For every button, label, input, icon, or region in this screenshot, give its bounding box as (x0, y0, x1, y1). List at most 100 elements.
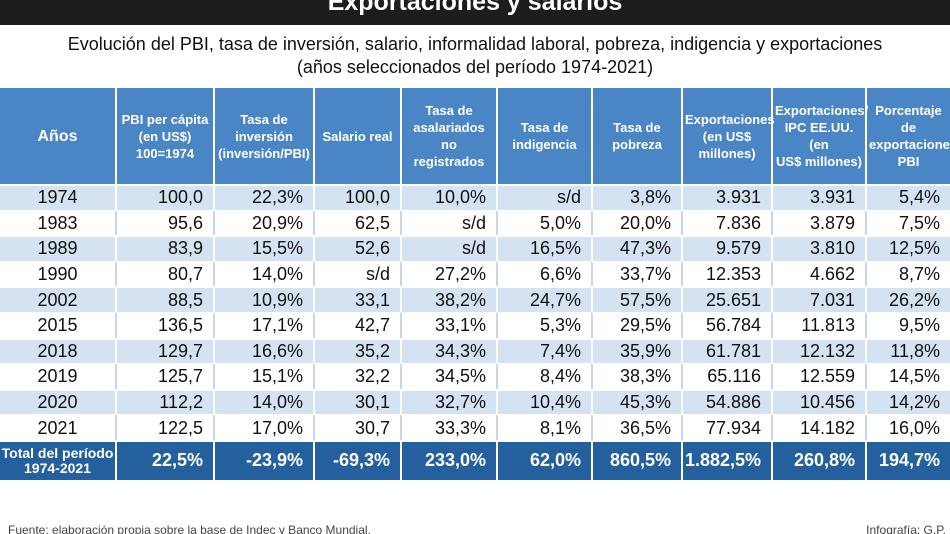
column-header-line: exportaciones/ (869, 137, 950, 152)
table-cell: 16,5% (496, 235, 591, 261)
year-cell: 2021 (0, 414, 115, 440)
table-cell: 35,2 (313, 337, 400, 364)
table-row: 1990 80,7 14,0% s/d 27,2% 6,6% 33,7% 12.353 4.66… (0, 260, 950, 287)
table-cell: 3.810 (771, 235, 865, 261)
table-cell: 32,7% (400, 388, 496, 415)
table-cell: 80,7 (115, 260, 213, 287)
table-row: 1983 95,6 20,9% 62,5 s/d 5,0% 20,0% 7.836 3.879 7… (0, 209, 950, 236)
table-cell: 27,2% (400, 260, 496, 287)
table-cell: 61.781 (681, 337, 771, 364)
table-cell: 95,6 (115, 209, 213, 236)
year-cell: 2015 (0, 311, 115, 338)
table-cell: 14.182 (771, 414, 865, 440)
table-cell: 26,2% (865, 286, 950, 312)
table-cell: 35,9% (591, 337, 681, 364)
table-cell: 62,5 (313, 209, 400, 236)
column-header-line: Salario real (322, 128, 393, 144)
total-cell: 1.882,5% (681, 439, 771, 480)
subtitle: Evolución del PBI, tasa de inversión, sa… (0, 33, 950, 79)
column-header-line: no registrados (413, 137, 485, 169)
table-cell: 34,5% (400, 363, 496, 389)
table-cell: 20,0% (591, 209, 681, 236)
column-header: Porcentaje de exportaciones/PBI (865, 88, 950, 184)
total-cell: 260,8% (771, 439, 865, 480)
table-cell: 65.116 (681, 363, 771, 389)
table-cell: 54.886 (681, 388, 771, 415)
column-header: Años (0, 88, 115, 184)
table-cell: 9.579 (681, 235, 771, 261)
column-header: Exportaciones/IPC EE.UU. (en US$ millones… (771, 88, 868, 184)
table-cell: 30,7 (313, 414, 400, 440)
table-cell: 4.662 (771, 260, 865, 287)
total-label-cell: Total del período 1974-2021 (0, 439, 115, 480)
table-cell: 16,0% (865, 414, 950, 440)
table-cell: 9,5% (865, 311, 950, 338)
table-cell: 3.931 (681, 184, 771, 210)
table-cell: s/d (400, 235, 496, 261)
table-row: 2015 136,5 17,1% 42,7 33,1% 5,3% 29,5% 56.784 11… (0, 311, 950, 338)
table-cell: 7.031 (771, 286, 865, 312)
table-cell: 3.879 (771, 209, 865, 236)
table-row: 2018 129,7 16,6% 35,2 34,3% 7,4% 35,9% 61.781 12… (0, 337, 950, 364)
total-cell: 860,5% (591, 439, 681, 480)
year-cell: 2020 (0, 388, 115, 415)
table-cell: 7.836 (681, 209, 771, 236)
table-cell: 7,4% (496, 337, 591, 364)
table-cell: 14,0% (213, 388, 313, 415)
table-cell: 11,8% (865, 337, 950, 364)
table-cell: 32,2 (313, 363, 400, 389)
year-cell: 1989 (0, 235, 115, 261)
year-cell: 1990 (0, 260, 115, 287)
total-label-line: 1974-2021 (24, 459, 91, 476)
table-cell: s/d (496, 184, 591, 210)
footer: Fuente: elaboración propia sobre la base… (0, 524, 950, 534)
subtitle-line-1: Evolución del PBI, tasa de inversión, sa… (67, 34, 883, 54)
table-cell: 57,5% (591, 286, 681, 312)
table-cell: 77.934 (681, 414, 771, 440)
table-cell: 15,1% (213, 363, 313, 389)
table-cell: 33,3% (400, 414, 496, 440)
table-cell: 38,2% (400, 286, 496, 312)
table-row: 2021 122,5 17,0% 30,7 33,3% 8,1% 36,5% 77.934 14… (0, 414, 950, 440)
table-cell: 12,5% (865, 235, 950, 261)
subtitle-line-2: (años seleccionados del período 1974-202… (296, 57, 654, 77)
table-row: 2019 125,7 15,1% 32,2 34,5% 8,4% 38,3% 65.116 12… (0, 363, 950, 389)
table-cell: 56.784 (681, 311, 771, 338)
total-row: Total del período 1974-2021 22,5% -23,9% -69… (0, 439, 950, 480)
table-cell: 10,4% (496, 388, 591, 415)
table-cell: 17,0% (213, 414, 313, 440)
column-header: Exportaciones (en US$ millones) (681, 88, 775, 184)
column-header-line: IPC EE.UU. (en (784, 120, 854, 152)
year-cell: 2018 (0, 337, 115, 364)
column-header-line: millones) (698, 145, 756, 161)
table-cell: 22,3% (213, 184, 313, 210)
year-cell: 2002 (0, 286, 115, 312)
table-cell: 34,3% (400, 337, 496, 364)
year-cell: 1983 (0, 209, 115, 236)
table-cell: 100,0 (313, 184, 400, 210)
total-cell: 22,5% (115, 439, 213, 480)
table-cell: 36,5% (591, 414, 681, 440)
column-header: PBI per cápita (en US$) 100=1974 (115, 88, 213, 184)
year-cell: 2019 (0, 363, 115, 389)
table-row: 1974 100,0 22,3% 100,0 10,0% s/d 3,8% 3.931 3.93… (0, 184, 950, 210)
credit-note: Infografía: G.P. (866, 523, 946, 534)
column-header-line: Tasa de (240, 111, 288, 127)
total-cell: -69,3% (313, 439, 400, 480)
table-cell: 47,3% (591, 235, 681, 261)
table-cell: 45,3% (591, 388, 681, 415)
data-table-container: Años PBI per cápita (en US$) 100=1974 Tasa d… (0, 88, 950, 480)
table-cell: 16,6% (213, 337, 313, 364)
table-cell: 14,2% (865, 388, 950, 415)
table-body: 1974 100,0 22,3% 100,0 10,0% s/d 3,8% 3.931 3.93… (0, 184, 950, 480)
table-row: 2020 112,2 14,0% 30,1 32,7% 10,4% 45,3% 54.886 1… (0, 388, 950, 415)
table-header-row: Años PBI per cápita (en US$) 100=1974 Tasa d… (0, 88, 950, 184)
table-cell: 125,7 (115, 363, 213, 389)
table-cell: 38,3% (591, 363, 681, 389)
table-cell: 12.559 (771, 363, 865, 389)
table-cell: 33,1 (313, 286, 400, 312)
column-header-line: (en US$ (702, 128, 752, 144)
column-header-line: indigencia (512, 137, 577, 152)
table-cell: s/d (313, 260, 400, 287)
table-cell: 3,8% (591, 184, 681, 210)
